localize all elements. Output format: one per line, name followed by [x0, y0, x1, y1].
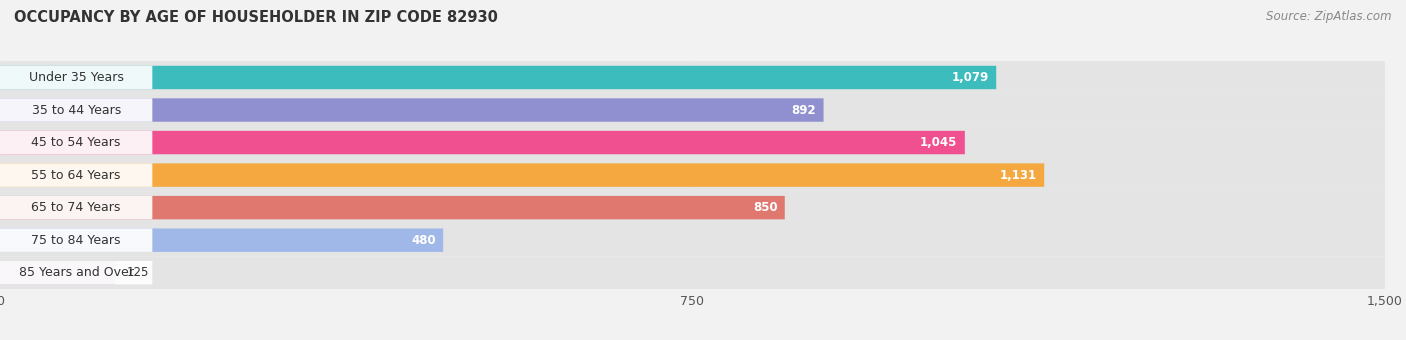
Text: 1,131: 1,131	[1000, 169, 1036, 182]
FancyBboxPatch shape	[0, 131, 152, 154]
FancyBboxPatch shape	[0, 261, 115, 285]
Text: Under 35 Years: Under 35 Years	[28, 71, 124, 84]
FancyBboxPatch shape	[0, 159, 1385, 191]
FancyBboxPatch shape	[0, 196, 152, 219]
FancyBboxPatch shape	[0, 98, 824, 122]
FancyBboxPatch shape	[0, 191, 1385, 224]
Text: 892: 892	[792, 103, 815, 117]
Text: 850: 850	[752, 201, 778, 214]
Text: 125: 125	[127, 266, 149, 279]
FancyBboxPatch shape	[0, 164, 1045, 187]
Text: 45 to 54 Years: 45 to 54 Years	[31, 136, 121, 149]
Text: Source: ZipAtlas.com: Source: ZipAtlas.com	[1267, 10, 1392, 23]
Text: 35 to 44 Years: 35 to 44 Years	[31, 103, 121, 117]
FancyBboxPatch shape	[0, 196, 785, 219]
FancyBboxPatch shape	[0, 261, 152, 285]
FancyBboxPatch shape	[0, 61, 1385, 94]
FancyBboxPatch shape	[0, 98, 152, 122]
Text: 65 to 74 Years: 65 to 74 Years	[31, 201, 121, 214]
FancyBboxPatch shape	[0, 228, 152, 252]
Text: 480: 480	[411, 234, 436, 247]
FancyBboxPatch shape	[0, 164, 152, 187]
FancyBboxPatch shape	[0, 94, 1385, 126]
Text: 55 to 64 Years: 55 to 64 Years	[31, 169, 121, 182]
Text: 85 Years and Over: 85 Years and Over	[18, 266, 134, 279]
FancyBboxPatch shape	[0, 224, 1385, 256]
FancyBboxPatch shape	[0, 66, 152, 89]
FancyBboxPatch shape	[0, 66, 997, 89]
FancyBboxPatch shape	[0, 126, 1385, 159]
FancyBboxPatch shape	[0, 256, 1385, 289]
Text: 75 to 84 Years: 75 to 84 Years	[31, 234, 121, 247]
Text: OCCUPANCY BY AGE OF HOUSEHOLDER IN ZIP CODE 82930: OCCUPANCY BY AGE OF HOUSEHOLDER IN ZIP C…	[14, 10, 498, 25]
FancyBboxPatch shape	[0, 131, 965, 154]
Text: 1,045: 1,045	[920, 136, 957, 149]
FancyBboxPatch shape	[0, 228, 443, 252]
Text: 1,079: 1,079	[952, 71, 988, 84]
